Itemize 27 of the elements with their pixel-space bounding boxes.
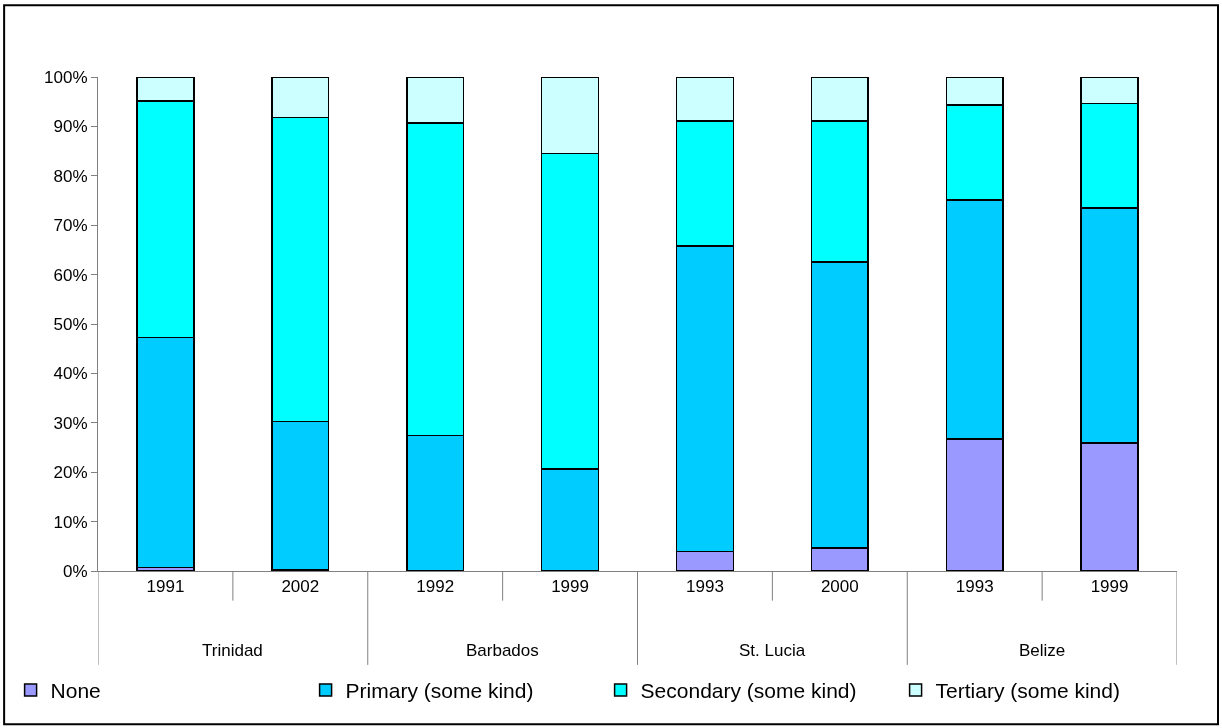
text: Belize: [1019, 641, 1066, 660]
x-tick-label: 1999: [551, 577, 589, 597]
text: Barbados: [466, 641, 539, 660]
y-tick-label: 20%: [53, 463, 88, 483]
x-tick-label: 1992: [416, 577, 455, 597]
x-tick-label: 2000: [820, 577, 859, 597]
x-tick-label: 1991: [146, 577, 185, 597]
legend-label: Primary (some kind): [345, 679, 534, 703]
text: Trinidad: [202, 641, 263, 660]
y-tick-label: 70%: [53, 216, 88, 236]
y-tick-label: 40%: [53, 364, 88, 384]
x-tick-label: 1993: [686, 577, 724, 597]
x-tick-label: 1993: [955, 577, 994, 597]
legend-label: Secondary (some kind): [640, 679, 857, 703]
x-tick-label: 2002: [281, 577, 320, 597]
text: St. Lucia: [739, 641, 806, 660]
x-tick-label: 1999: [1090, 577, 1129, 597]
legend-label: None: [50, 679, 101, 703]
legend-label: Tertiary (some kind): [935, 679, 1120, 703]
y-tick-label: 100%: [44, 67, 88, 87]
y-tick-label: 10%: [53, 512, 88, 532]
y-tick-label: 30%: [53, 413, 88, 433]
y-tick-label: 0%: [63, 561, 88, 581]
y-tick-label: 60%: [53, 265, 88, 285]
y-tick-label: 50%: [53, 314, 88, 334]
y-tick-label: 90%: [53, 117, 88, 137]
y-tick-label: 80%: [53, 166, 88, 186]
